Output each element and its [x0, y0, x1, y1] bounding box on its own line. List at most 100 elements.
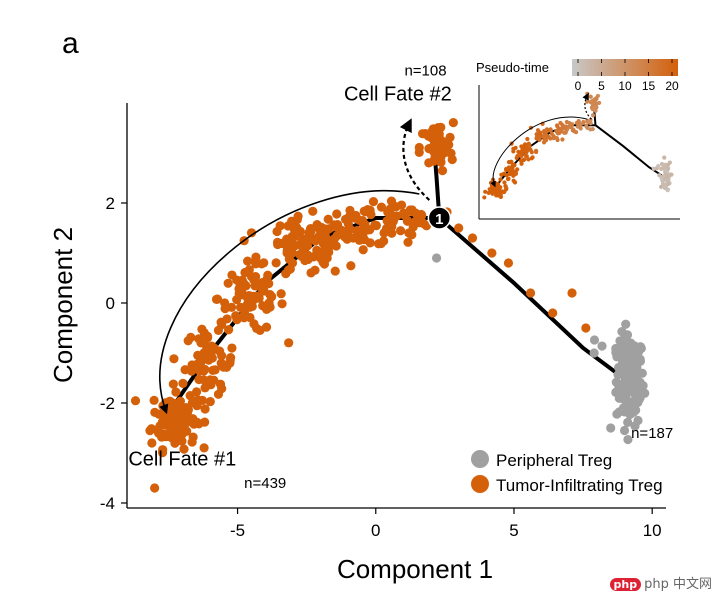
inset-point [555, 129, 560, 134]
tumor-point [359, 220, 369, 230]
inset-point [554, 135, 559, 141]
tumor-point [147, 438, 157, 448]
inset-point [515, 167, 520, 172]
inset-point [666, 166, 671, 171]
tumor-point [261, 322, 272, 332]
branch-point-marker [427, 206, 452, 230]
inset-trajectory-segment [594, 124, 668, 180]
tumor-point [365, 205, 375, 215]
peripheral-point [640, 388, 650, 398]
tumor-point [192, 417, 202, 427]
tumor-point [329, 234, 339, 244]
tumor-point [226, 302, 237, 312]
inset-point [504, 173, 509, 178]
colorbar-tick-label: 5 [598, 79, 605, 93]
inset-point [581, 120, 586, 126]
tumor-point [289, 224, 300, 235]
count-label: n=439 [244, 475, 286, 492]
tumor-point [430, 137, 440, 147]
tumor-point [503, 258, 514, 268]
inset-point [502, 180, 507, 185]
inset-point [542, 134, 547, 139]
tumor-point [368, 197, 379, 207]
inset-point [537, 137, 542, 143]
legend-swatch-tumor [471, 475, 489, 493]
peripheral-point [621, 366, 631, 376]
inset-point [534, 148, 539, 154]
tumor-point [181, 403, 191, 413]
tumor-point [304, 227, 314, 238]
inset-point [498, 192, 503, 197]
inset-point [511, 178, 516, 183]
legend-label-peripheral: Peripheral Treg [496, 451, 612, 470]
tumor-point [332, 209, 342, 219]
tumor-point [284, 254, 294, 264]
tumor-point [167, 410, 177, 420]
tumor-point [149, 395, 159, 405]
tumor-point [213, 325, 224, 335]
inset-point [490, 191, 495, 196]
inset-point [524, 146, 530, 152]
inset-point [513, 171, 519, 176]
tumor-point [315, 253, 326, 263]
inset-point [593, 108, 598, 113]
inset-point [522, 144, 527, 149]
x-tick-label: -5 [230, 521, 245, 540]
tumor-point [285, 264, 295, 274]
tumor-point [199, 348, 209, 358]
peripheral-point [597, 341, 607, 351]
tumor-point [271, 258, 281, 268]
tumor-point [467, 233, 478, 243]
tumor-point [240, 267, 250, 278]
tumor-point [183, 336, 193, 346]
tumor-point [153, 425, 163, 436]
inset-point [546, 134, 551, 140]
peripheral-point [606, 423, 616, 433]
tumor-point [217, 351, 227, 361]
tumor-point [284, 338, 294, 348]
inset-point [534, 134, 540, 139]
tumor-point [581, 323, 591, 333]
inset-point [588, 127, 593, 132]
tumor-point [258, 281, 268, 291]
inset-arrow-fate-2 [582, 92, 592, 120]
peripheral-point [623, 403, 633, 414]
tumor-point [222, 314, 232, 324]
colorbar-tick-label: 0 [575, 79, 582, 93]
inset-point [502, 189, 507, 194]
tumor-point [225, 355, 235, 366]
tumor-point [446, 148, 456, 158]
y-tick-label: 0 [106, 294, 115, 313]
tumor-point [195, 366, 205, 376]
tumor-point [178, 378, 188, 388]
tumor-point [283, 246, 294, 256]
inset-point [590, 113, 596, 118]
peripheral-point [626, 344, 636, 354]
inset-point [664, 177, 669, 183]
tumor-point [130, 396, 141, 406]
inset-point [665, 162, 671, 167]
inset-point [560, 137, 565, 142]
inset-point [562, 130, 568, 135]
inset-point [548, 128, 553, 133]
tumor-point [279, 238, 290, 248]
peripheral-point [635, 354, 645, 364]
tumor-point [487, 248, 497, 258]
inset-point [518, 158, 524, 163]
inset-point [551, 136, 556, 141]
tumor-point [272, 226, 282, 237]
tumor-point [437, 166, 448, 176]
colorbar-tick-label: 20 [665, 79, 679, 93]
tumor-point [325, 241, 335, 251]
legend: Peripheral Treg Tumor-Infiltrating Treg [471, 450, 663, 495]
inset-point [504, 185, 509, 191]
tumor-point [308, 252, 319, 262]
tumor-point [414, 147, 424, 158]
y-tick-label: 2 [106, 194, 115, 213]
tumor-point [277, 299, 287, 309]
tumor-point [179, 444, 189, 454]
tumor-point [200, 404, 210, 414]
tumor-point [419, 219, 429, 229]
inset-point [659, 184, 664, 189]
tumor-point [330, 266, 340, 276]
